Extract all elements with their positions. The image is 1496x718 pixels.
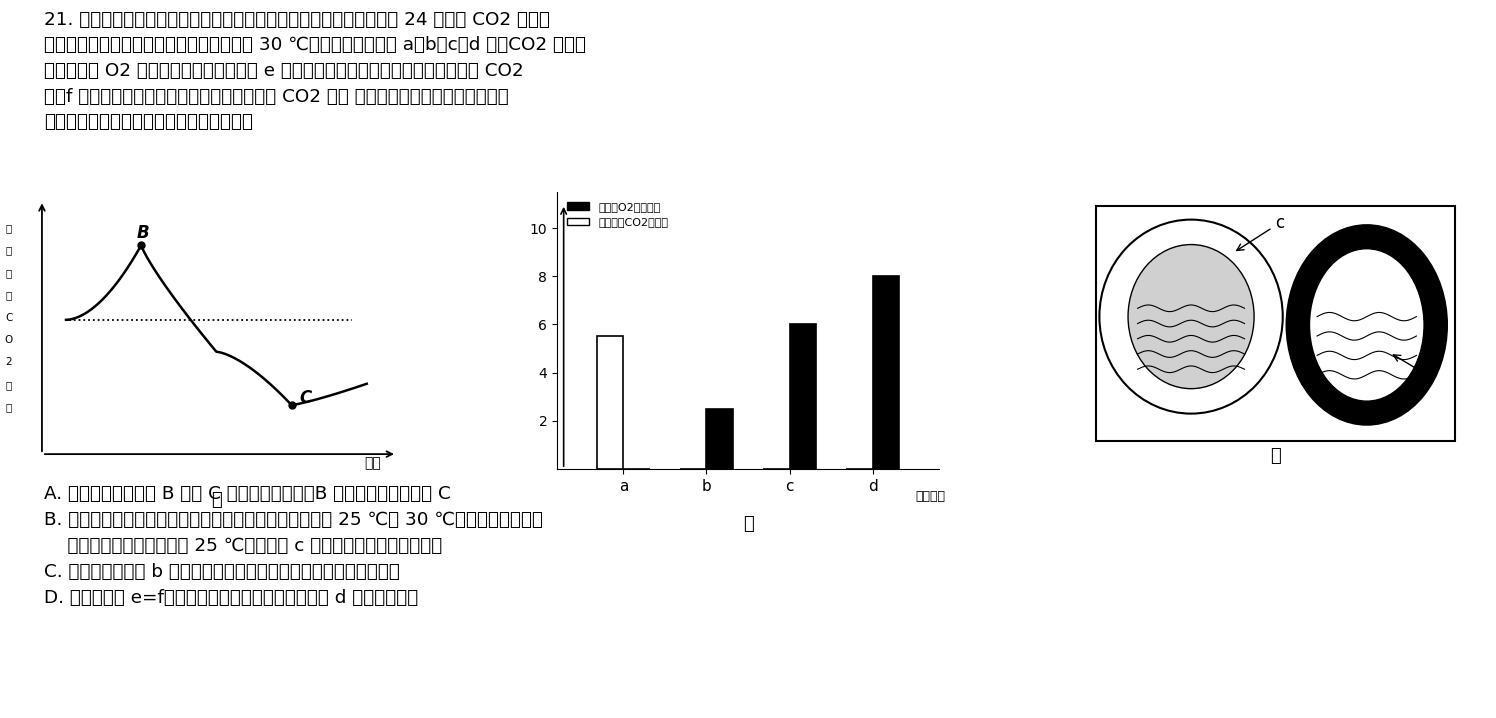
Text: C: C [4,312,12,322]
Ellipse shape [1128,245,1254,388]
Ellipse shape [1100,220,1282,414]
Text: B: B [136,224,150,242]
Text: f: f [1393,355,1426,381]
Bar [597,337,624,469]
Text: 光照强度: 光照强度 [916,490,945,503]
Text: 2: 2 [6,358,12,368]
Text: 21. 如图甲是将长势良好的植株放在密闭玻璃罩内，用测定仪测定罩内 24 小时的 CO2 浓度变
化情况；图乙为该植物某叶肉细胞在温度为 30 ℃、光照强度分别: 21. 如图甲是将长势良好的植株放在密闭玻璃罩内，用测定仪测定罩内 24 小时的… [45,11,586,131]
Text: 内: 内 [6,290,12,300]
Text: C: C [299,389,311,407]
Ellipse shape [1309,248,1424,401]
Text: 闭: 闭 [6,246,12,256]
Text: 罩: 罩 [6,268,12,278]
Bar [706,409,733,469]
Text: 时间: 时间 [365,456,381,470]
Text: 度: 度 [6,402,12,412]
Text: 乙: 乙 [742,516,754,533]
Bar [1095,206,1454,442]
Text: c: c [1237,214,1284,251]
Text: A. 如图甲所示，假设 B 点与 C 点时的温度相同，B 时刻的光照强度大于 C
B. 假设该叶肉细胞光合作用和细胞呼吸的最适温度分别为 25 ℃和 30 ℃，: A. 如图甲所示，假设 B 点与 C 点时的温度相同，B 时刻的光照强度大于 C… [45,485,543,607]
Ellipse shape [1287,225,1447,425]
Text: 浓: 浓 [6,380,12,390]
Text: 密: 密 [6,223,12,233]
Text: 甲: 甲 [211,491,221,509]
Legend: 叶绿体O2产生总量, 叶肉细胞CO2释放量: 叶绿体O2产生总量, 叶肉细胞CO2释放量 [562,197,673,232]
Bar [872,276,899,469]
Text: 丙: 丙 [1270,447,1281,465]
Bar [790,325,817,469]
Text: O: O [4,335,13,345]
